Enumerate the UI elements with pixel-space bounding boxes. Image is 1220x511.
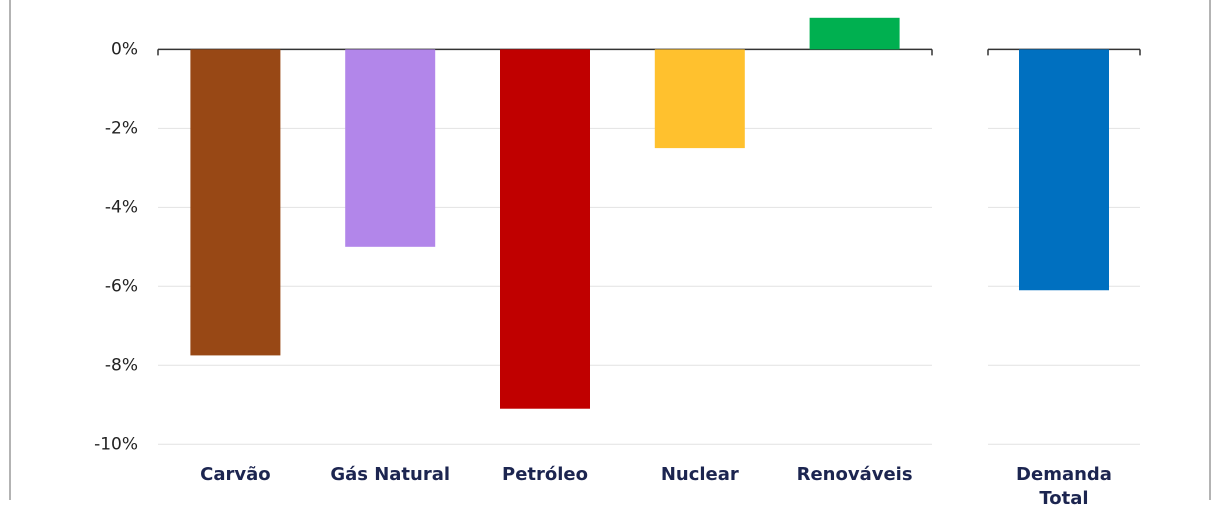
- page: 0%-2%-4%-6%-8%-10% (() => { const data =…: [9, 0, 1211, 509]
- chart: 0% -2% -4% -6% -8% -10%: [9, 0, 1211, 500]
- frame: [9, 0, 1211, 500]
- bar: [654, 49, 745, 149]
- y-tick-label: 0%: [111, 39, 138, 59]
- y-tick-label: -4%: [105, 197, 138, 217]
- bar: [500, 49, 590, 409]
- y-tick-label: -10%: [94, 434, 138, 454]
- x-tick-label: Demanda Total: [1016, 464, 1112, 509]
- x-tick-label: Nuclear: [660, 464, 739, 485]
- bar: [1019, 49, 1109, 291]
- bar: [809, 17, 900, 50]
- x-tick-label: Renováveis: [796, 464, 913, 485]
- bar: [190, 49, 281, 356]
- y-tick-label: -2%: [105, 118, 138, 138]
- x-tick-label: Carvão: [200, 464, 271, 485]
- y-tick-label: -6%: [105, 276, 138, 296]
- x-tick-label: Petróleo: [502, 464, 588, 485]
- bar: [345, 49, 436, 247]
- y-tick-label: -8%: [105, 355, 138, 375]
- x-tick-label: Gás Natural: [330, 464, 451, 485]
